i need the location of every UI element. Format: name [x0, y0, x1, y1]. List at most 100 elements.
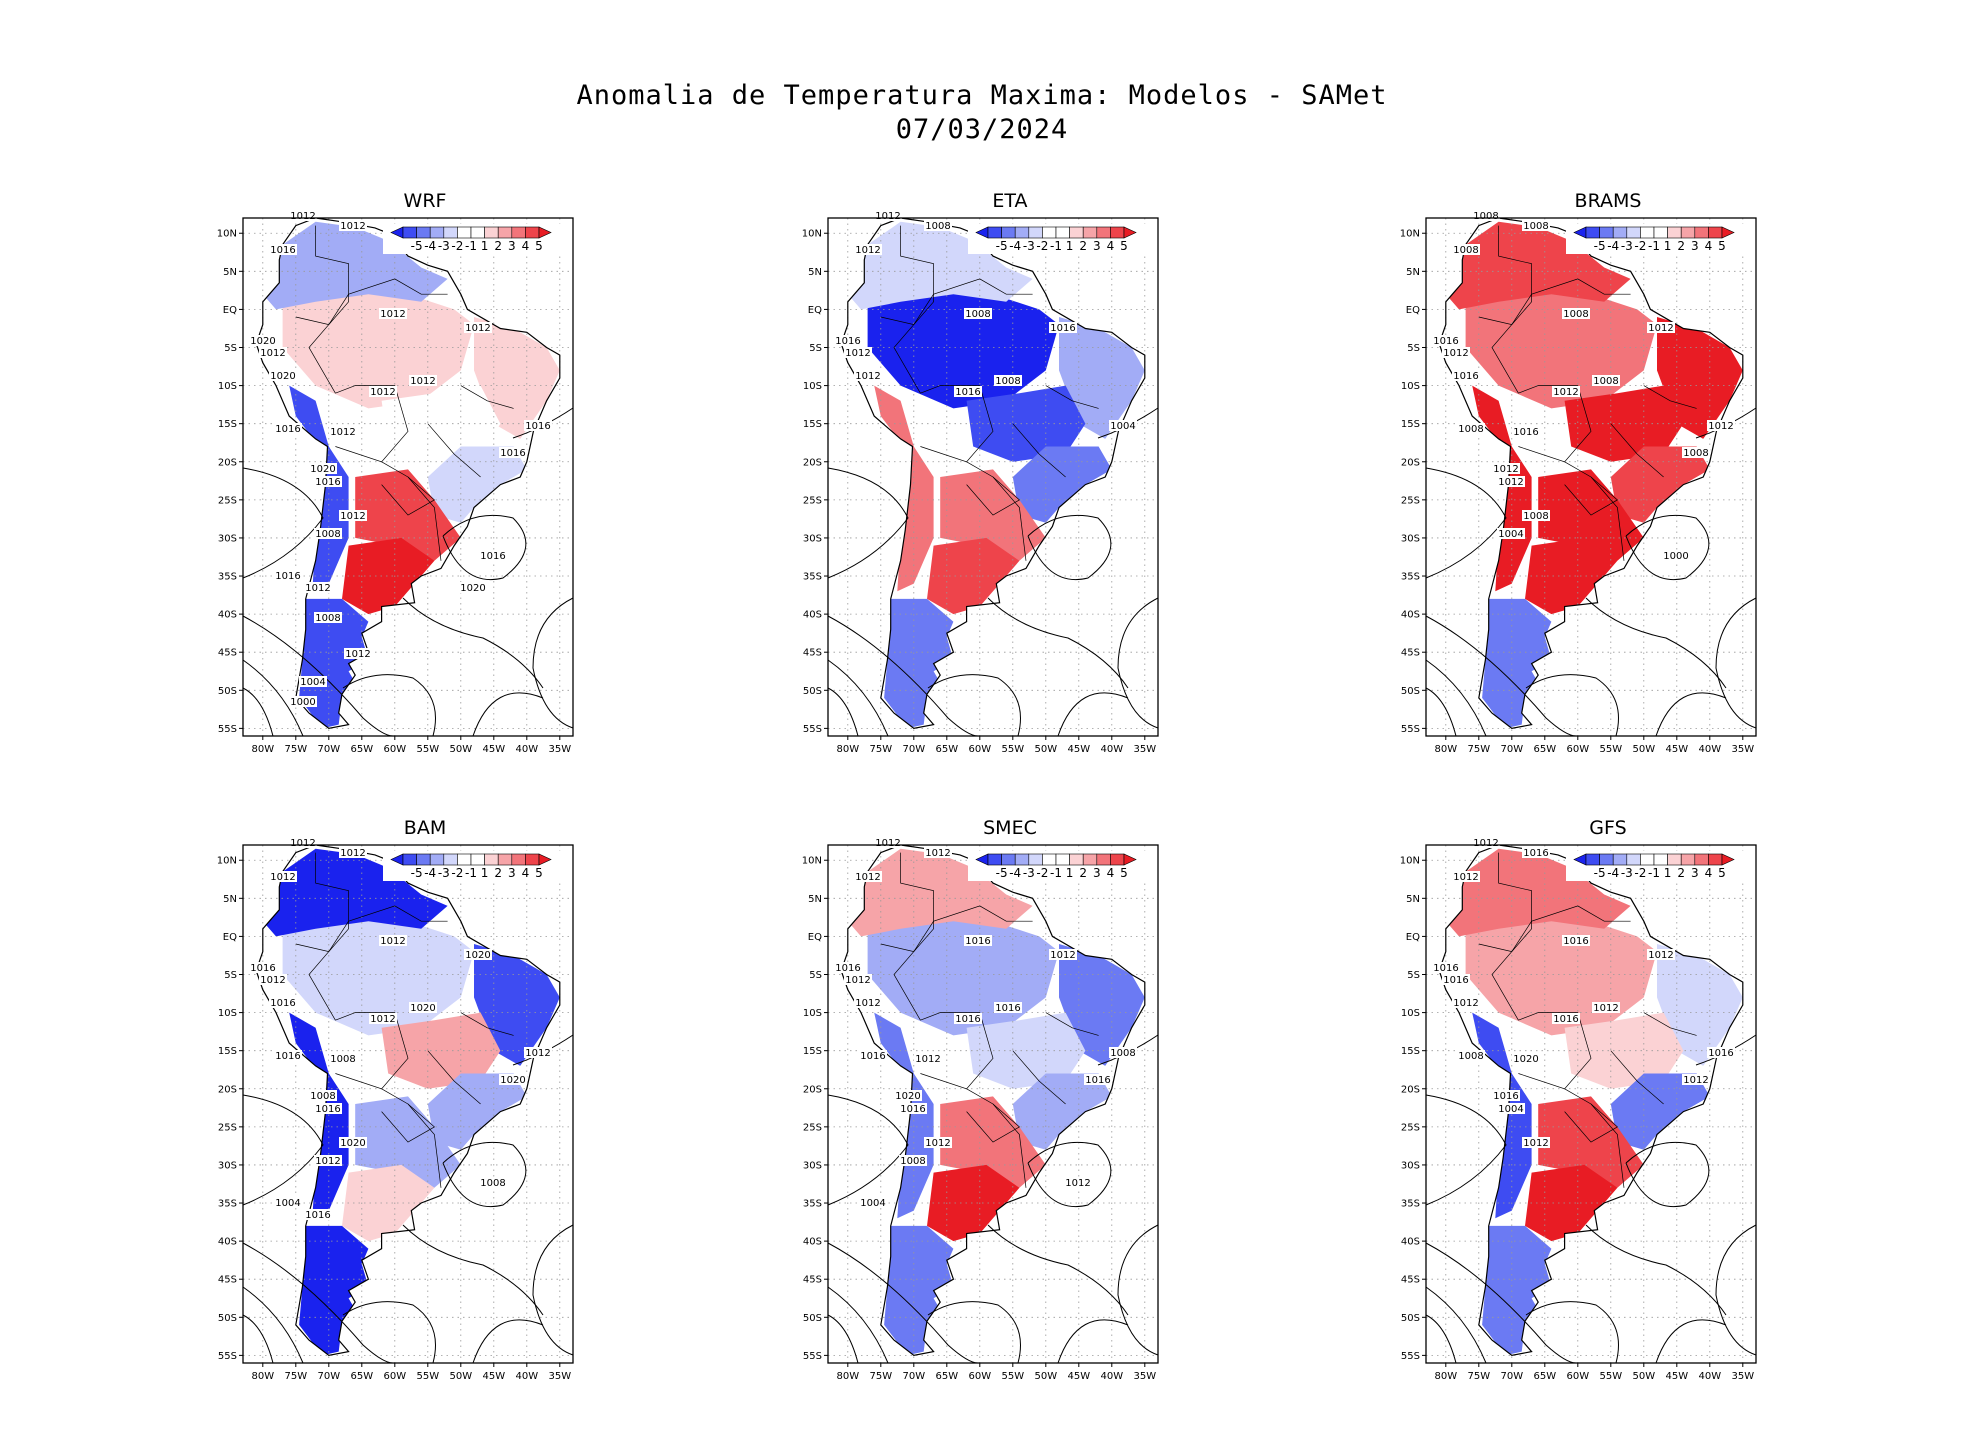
map-frame	[827, 844, 1159, 1364]
anomaly-region-north-andes	[1445, 221, 1631, 310]
lat-tick-label: 10N	[802, 229, 822, 240]
coastline	[255, 217, 561, 730]
isobar-label: 1012	[855, 872, 880, 883]
isobar-label: 1020	[460, 583, 485, 594]
lat-tick-label: 30S	[803, 1160, 822, 1171]
anomaly-region-southeast	[1610, 446, 1710, 523]
isobar-label: 1020	[500, 1075, 525, 1086]
isobar-label: 1016	[955, 1014, 980, 1025]
colorbar-label: -3	[1023, 239, 1035, 253]
isobar-label: 1016	[1563, 936, 1588, 947]
anomaly-region-andes-central	[1472, 385, 1532, 592]
colorbar-swatch	[402, 853, 417, 866]
isobar-label: 1012	[855, 371, 880, 382]
lat-tick-label: 10S	[218, 381, 237, 392]
lon-tick-label: 35W	[1731, 744, 1754, 755]
isobar-label: 1016	[275, 1051, 300, 1062]
isobar-label: 1016	[1433, 963, 1458, 974]
lat-tick-label: 20S	[1401, 1084, 1420, 1095]
isobar-contours	[827, 1034, 1159, 1364]
anomaly-map: 1012101210161012101210201012101210121020…	[217, 210, 574, 755]
isobar-label: 1008	[315, 529, 340, 540]
lon-tick-label: 45W	[1665, 1371, 1688, 1382]
lon-tick-label: 35W	[1133, 744, 1156, 755]
country-borders	[295, 852, 514, 1188]
anomaly-region-southeast	[1012, 1073, 1112, 1150]
lon-tick-label: 75W	[1467, 1371, 1490, 1382]
anomaly-map: 1012101210121016101210161012101610161012…	[802, 837, 1159, 1382]
colorbar-label: 5	[535, 239, 543, 253]
isobar-label: 1016	[900, 1104, 925, 1115]
colorbar-label: -1	[465, 239, 477, 253]
isobar-label: 1012	[380, 309, 405, 320]
anomaly-region-northeast	[474, 317, 560, 439]
colorbar-label: 4	[522, 866, 530, 880]
lat-tick-label: 10S	[1401, 381, 1420, 392]
lat-tick-label: 50S	[218, 686, 237, 697]
isobar-label: 1012	[465, 323, 490, 334]
isobar-label: 1016	[315, 1104, 340, 1115]
colorbar-swatch	[1082, 853, 1098, 866]
isobar-label: 1016	[525, 421, 550, 432]
lon-tick-label: 65W	[350, 744, 373, 755]
colorbar-swatch	[1055, 853, 1070, 866]
lon-tick-label: 50W	[1632, 744, 1655, 755]
anomaly-region-southeast	[1012, 446, 1112, 523]
isobar-label: 1020	[465, 950, 490, 961]
isobar-label: 1016	[250, 963, 275, 974]
colorbar-swatch	[1667, 226, 1682, 239]
colorbar-swatch	[484, 226, 499, 239]
isobar-label: 1000	[1663, 551, 1688, 562]
lon-tick-label: 65W	[350, 1371, 373, 1382]
lat-tick-label: 20S	[1401, 457, 1420, 468]
lat-tick-label: 45S	[1401, 648, 1420, 659]
lat-tick-label: 45S	[803, 648, 822, 659]
colorbar-swatch	[1667, 853, 1682, 866]
colorbar-label: 5	[535, 866, 543, 880]
lon-tick-label: 55W	[1001, 1371, 1024, 1382]
colorbar-label: 1	[1066, 239, 1074, 253]
lat-tick-label: 50S	[803, 1313, 822, 1324]
isobar-label: 1016	[275, 424, 300, 435]
isobar-label: 1020	[895, 1091, 920, 1102]
colorbar-swatch	[1001, 226, 1016, 239]
isobar-label: 1012	[855, 998, 880, 1009]
colorbar-label: -2	[1036, 239, 1048, 253]
isobar-label: 1016	[1433, 336, 1458, 347]
lat-tick-label: 35S	[803, 572, 822, 583]
lat-tick-label: 50S	[1401, 1313, 1420, 1324]
lon-tick-label: 75W	[869, 1371, 892, 1382]
lat-tick-label: 5N	[1406, 894, 1420, 905]
anomaly-region-pampa	[1525, 537, 1618, 615]
colorbar-swatch	[1110, 853, 1125, 866]
isobar-label: 1012	[925, 1138, 950, 1149]
lat-tick-label: 35S	[1401, 572, 1420, 583]
colorbar-label: 5	[1120, 866, 1128, 880]
colorbar-label: 3	[1691, 866, 1699, 880]
isobar-label: 1008	[1523, 511, 1548, 522]
isobar-label: 1012	[305, 583, 330, 594]
lat-tick-label: 30S	[803, 533, 822, 544]
country-borders	[880, 852, 1099, 1188]
isobar-label: 1012	[1473, 838, 1498, 849]
isobar-label: 1016	[1085, 1075, 1110, 1086]
colorbar-label: -5	[996, 239, 1008, 253]
anomaly-map: 1008100810081008101210161012100810121016…	[1400, 210, 1757, 755]
isobar-label: 1008	[1453, 245, 1478, 256]
figure-date: 07/03/2024	[895, 114, 1069, 145]
colorbar-swatch	[1599, 853, 1614, 866]
anomaly-region-patagonia	[884, 598, 954, 729]
anomaly-region-north-andes	[847, 221, 1033, 310]
anomaly-region-northeast	[1657, 944, 1743, 1066]
panel-title: WRF	[403, 190, 447, 212]
lon-tick-label: 35W	[548, 1371, 571, 1382]
lat-tick-label: 5N	[223, 267, 237, 278]
colorbar-swatch	[525, 226, 540, 239]
isobar-label: 1016	[275, 571, 300, 582]
anomaly-region-northeast	[1059, 317, 1145, 439]
colorbar-swatch	[497, 853, 513, 866]
anomaly-field	[847, 848, 1145, 1356]
isobar-label: 1012	[1453, 872, 1478, 883]
anomaly-region-pampa	[927, 1164, 1020, 1242]
anomaly-region-north-andes	[262, 848, 448, 937]
